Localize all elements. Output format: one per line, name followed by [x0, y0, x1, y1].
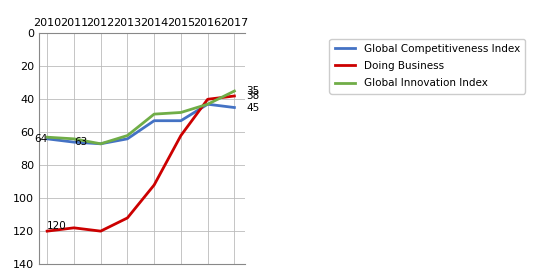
- Doing Business: [204, 98, 211, 101]
- Global Innovation Index: [44, 135, 50, 139]
- Global Competitiveness Index: [204, 103, 211, 106]
- Text: 63: 63: [74, 137, 87, 147]
- Doing Business: [97, 229, 104, 233]
- Doing Business: [70, 226, 77, 230]
- Text: 64: 64: [34, 134, 47, 144]
- Text: 120: 120: [47, 221, 67, 231]
- Doing Business: [231, 94, 238, 98]
- Global Competitiveness Index: [178, 119, 184, 122]
- Doing Business: [151, 183, 158, 187]
- Doing Business: [44, 229, 50, 233]
- Global Innovation Index: [70, 137, 77, 140]
- Global Innovation Index: [178, 111, 184, 114]
- Global Innovation Index: [204, 103, 211, 106]
- Line: Doing Business: Doing Business: [47, 96, 234, 231]
- Text: 35: 35: [247, 86, 260, 96]
- Doing Business: [178, 134, 184, 137]
- Global Competitiveness Index: [97, 142, 104, 145]
- Global Innovation Index: [124, 134, 131, 137]
- Text: 38: 38: [247, 91, 260, 101]
- Global Competitiveness Index: [124, 137, 131, 140]
- Legend: Global Competitiveness Index, Doing Business, Global Innovation Index: Global Competitiveness Index, Doing Busi…: [329, 39, 525, 94]
- Doing Business: [124, 216, 131, 220]
- Line: Global Competitiveness Index: Global Competitiveness Index: [47, 104, 234, 144]
- Global Innovation Index: [231, 89, 238, 93]
- Global Competitiveness Index: [70, 140, 77, 144]
- Text: 45: 45: [247, 103, 260, 113]
- Global Innovation Index: [97, 142, 104, 145]
- Line: Global Innovation Index: Global Innovation Index: [47, 91, 234, 144]
- Global Competitiveness Index: [151, 119, 158, 122]
- Global Competitiveness Index: [231, 106, 238, 109]
- Global Innovation Index: [151, 112, 158, 116]
- Global Competitiveness Index: [44, 137, 50, 140]
